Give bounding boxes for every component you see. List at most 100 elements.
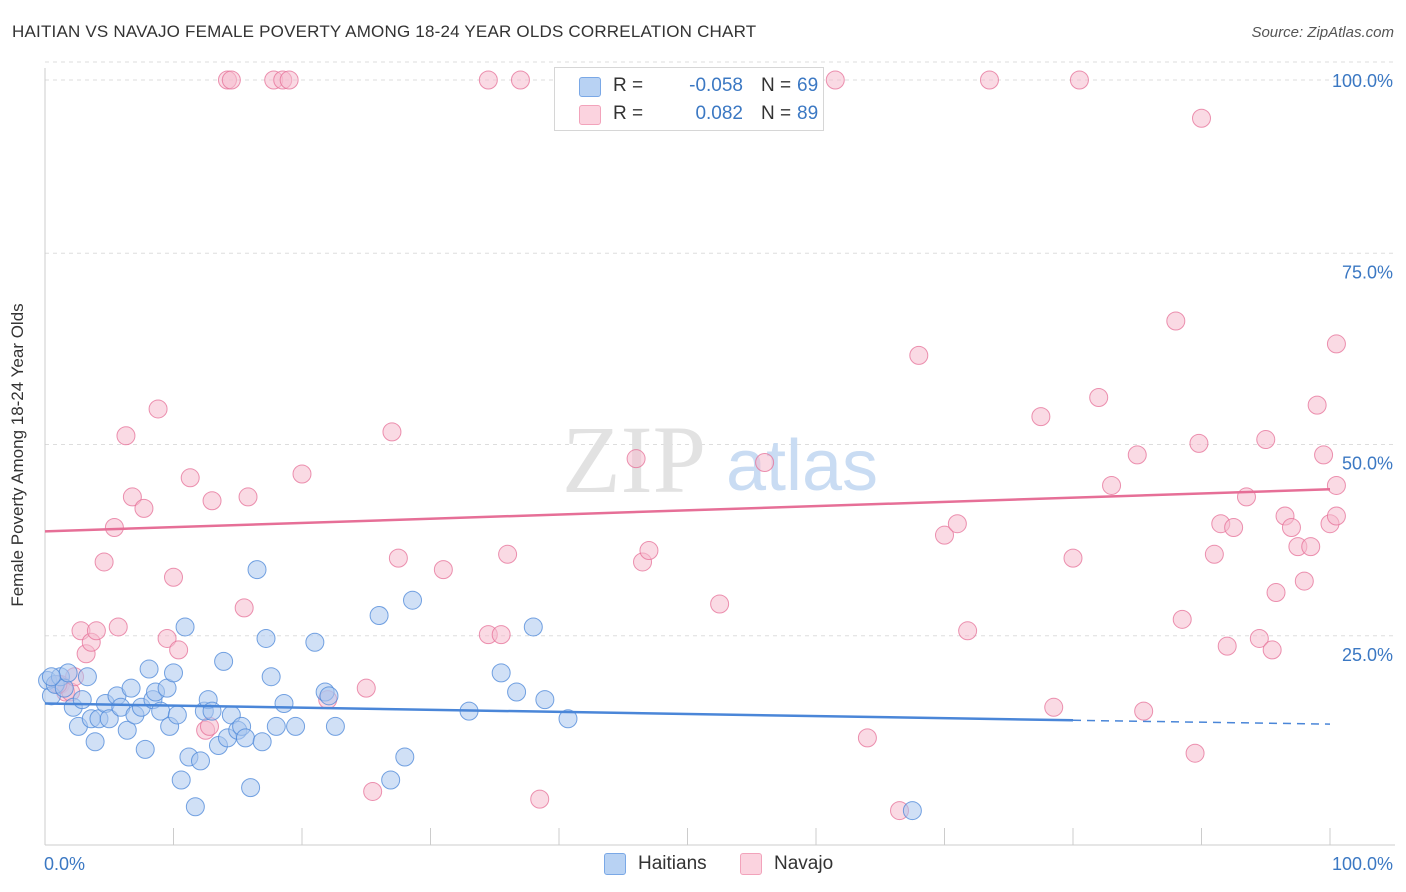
- navajo-point: [292, 464, 312, 484]
- haitians-point: [523, 617, 543, 637]
- navajo-point: [1102, 475, 1122, 495]
- haitians-point: [369, 606, 389, 625]
- navajo-point: [1134, 701, 1154, 721]
- navajo-point: [116, 426, 136, 446]
- navajo-point: [164, 567, 183, 587]
- navajo-point: [388, 548, 408, 568]
- x-tick-label: 100.0%: [1332, 854, 1393, 874]
- bottom-legend-label-haitians: Haitians: [638, 853, 707, 874]
- haitians-point: [286, 716, 306, 736]
- bottom-legend-navajo: Navajo: [740, 852, 833, 876]
- navajo-point: [180, 468, 200, 488]
- navajo-point: [947, 514, 967, 534]
- navajo-point: [1314, 445, 1334, 465]
- haitians-point: [85, 732, 105, 752]
- navajo-point: [1326, 334, 1346, 354]
- y-tick-label: 100.0%: [1332, 71, 1393, 91]
- navajo-point: [1307, 395, 1327, 415]
- navajo-point: [148, 399, 168, 419]
- navajo-point: [1249, 628, 1269, 648]
- bottom-legend-swatch-haitians: [604, 853, 626, 875]
- navajo-point: [363, 781, 383, 801]
- navajo-point: [1185, 743, 1205, 763]
- navajo-point: [108, 617, 128, 637]
- haitians-point: [252, 732, 272, 752]
- haitians-point: [381, 770, 401, 790]
- legend-n-value: 69: [797, 75, 819, 96]
- haitians-point: [491, 663, 511, 683]
- haitians-point: [261, 667, 281, 687]
- navajo-point: [626, 449, 646, 469]
- navajo-point: [1204, 544, 1224, 564]
- haitians-point: [507, 682, 527, 702]
- navajo-point: [1281, 518, 1301, 538]
- navajo-point: [433, 560, 453, 580]
- navajo-point: [1294, 571, 1314, 591]
- navajo-point: [1069, 70, 1089, 90]
- haitians-point: [395, 747, 415, 767]
- haitians-point: [902, 801, 922, 821]
- haitians-point: [558, 709, 578, 729]
- navajo-point: [169, 640, 189, 660]
- legend-swatch-navajo: [579, 105, 601, 125]
- bottom-legend-haitians: Haitians: [604, 852, 707, 876]
- haitians-point: [305, 632, 325, 652]
- navajo-point: [639, 540, 659, 560]
- navajo-point: [134, 498, 154, 518]
- haitians-point: [99, 709, 119, 729]
- legend-n-label: N =: [761, 75, 792, 96]
- y-axis-label: Female Poverty Among 18-24 Year Olds: [8, 303, 27, 607]
- haitians-point: [164, 663, 183, 683]
- haitians-point: [167, 705, 187, 725]
- navajo-point: [221, 70, 241, 90]
- haitians-trend-extension: [1072, 719, 1331, 725]
- y-tick-label: 50.0%: [1342, 454, 1393, 474]
- navajo-point: [1192, 108, 1211, 128]
- haitians-point: [247, 560, 267, 580]
- y-tick-label: 75.0%: [1342, 262, 1393, 282]
- haitians-point: [175, 617, 195, 637]
- haitians-point: [403, 590, 423, 610]
- trend-lines: [44, 488, 1331, 725]
- legend-n-value: 89: [797, 103, 819, 124]
- haitians-point: [77, 667, 97, 687]
- haitians-point: [241, 778, 261, 798]
- navajo-point: [1089, 387, 1109, 407]
- watermark: ZIP atlas: [562, 406, 878, 513]
- axes: [44, 68, 1395, 846]
- navajo-point: [86, 621, 106, 641]
- navajo-point: [1172, 609, 1192, 629]
- x-tick-label: 0.0%: [44, 854, 85, 874]
- legend-r-value: -0.058: [689, 75, 743, 96]
- haitians-point: [117, 720, 137, 740]
- navajo-point: [1127, 445, 1147, 465]
- haitians-point: [139, 659, 159, 679]
- haitians-trend-line: [44, 702, 1074, 722]
- navajo-point: [104, 518, 124, 538]
- haitians-point: [274, 693, 294, 713]
- navajo-point: [202, 491, 222, 511]
- navajo-point: [1217, 636, 1237, 656]
- haitians-point: [235, 728, 255, 748]
- haitians-point: [202, 701, 222, 721]
- navajo-point: [1044, 697, 1064, 717]
- navajo-point: [1063, 548, 1083, 568]
- haitians-point: [185, 797, 205, 817]
- legend-n-label: N =: [761, 103, 792, 124]
- navajo-point: [1326, 475, 1346, 495]
- navajo-point: [382, 422, 402, 442]
- haitians-point: [121, 678, 141, 698]
- navajo-point: [1256, 430, 1276, 450]
- tick-labels: 25.0% 50.0% 75.0% 100.0% 0.0% 100.0%: [44, 71, 1393, 874]
- navajo-point: [1166, 311, 1186, 331]
- navajo-point: [909, 345, 929, 365]
- navajo-point: [1301, 537, 1321, 557]
- navajo-point: [958, 621, 978, 641]
- correlation-legend: R = -0.058 N = 69 R = 0.082 N = 89: [554, 67, 824, 131]
- haitians-point: [256, 628, 276, 648]
- bottom-legend-label-navajo: Navajo: [774, 853, 834, 874]
- haitians-point: [325, 716, 345, 736]
- legend-swatch-haitians: [579, 77, 601, 97]
- navajo-trend-line: [44, 488, 1331, 533]
